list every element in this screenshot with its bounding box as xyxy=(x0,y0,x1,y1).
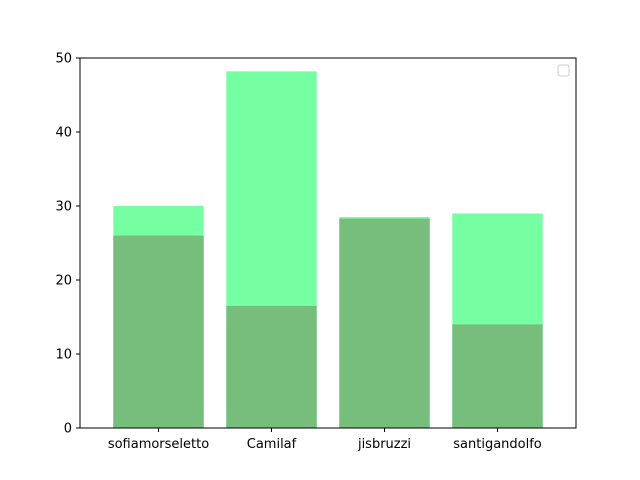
y-tick-label: 40 xyxy=(55,126,72,141)
bar-series_front-santigandolfo xyxy=(452,324,543,428)
y-axis-ticks: 0 10 20 30 40 50 xyxy=(55,52,80,437)
x-tick-label: sofiamorseletto xyxy=(108,437,209,452)
x-axis-ticks: sofiamorseletto Camilaf jisbruzzi santigand… xyxy=(108,428,542,452)
legend xyxy=(557,64,570,77)
x-tick-label: Camilaf xyxy=(247,437,297,452)
legend-box xyxy=(557,64,570,77)
bar-series_front-sofiamorseletto xyxy=(113,235,204,428)
y-tick-label: 50 xyxy=(55,52,72,67)
bars-layer xyxy=(113,71,543,428)
series-series_front xyxy=(113,218,543,428)
y-tick-label: 20 xyxy=(55,274,72,289)
axes-layer xyxy=(79,57,577,429)
x-tick-label: jisbruzzi xyxy=(357,437,411,452)
y-tick-label: 10 xyxy=(55,348,72,363)
y-tick-label: 0 xyxy=(64,422,72,437)
bar-series_front-Camilaf xyxy=(226,305,317,428)
x-tick-label: santigandolfo xyxy=(453,437,542,452)
bar-series_front-jisbruzzi xyxy=(339,218,430,428)
y-tick-label: 30 xyxy=(55,200,72,215)
plot-frame xyxy=(79,57,577,429)
